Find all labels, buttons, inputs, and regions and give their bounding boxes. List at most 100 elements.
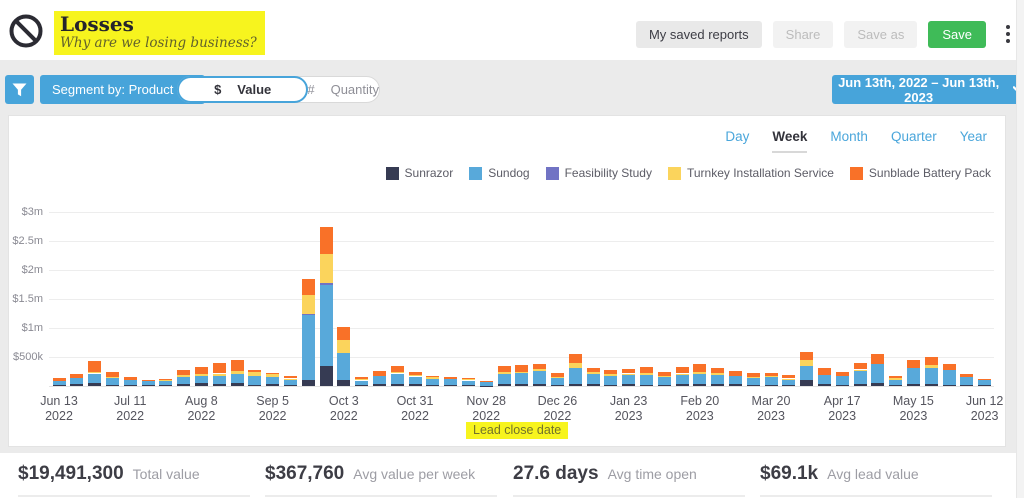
save-as-button[interactable]: Save as <box>844 20 918 48</box>
bar-segment <box>639 374 653 385</box>
bar-week-37[interactable] <box>711 368 725 386</box>
bar-segment <box>159 379 173 381</box>
bar-week-46[interactable] <box>871 354 885 386</box>
bar-segment <box>390 373 404 384</box>
bar-segment <box>746 377 760 379</box>
bar-week-17[interactable] <box>355 376 369 386</box>
bar-week-32[interactable] <box>622 368 636 386</box>
tab-day[interactable]: Day <box>725 129 750 144</box>
summary-stats: $19,491,300 Total value $367,760 Avg value … <box>0 453 1024 498</box>
bar-week-34[interactable] <box>657 371 671 386</box>
bar-week-29[interactable] <box>568 353 582 386</box>
bar-week-12[interactable] <box>266 372 280 386</box>
bar-week-6[interactable] <box>159 379 173 386</box>
bar-week-13[interactable] <box>283 375 297 386</box>
toggle-option-value[interactable]: $ Value <box>177 76 309 103</box>
share-button[interactable]: Share <box>772 20 834 48</box>
bar-segment <box>835 376 849 385</box>
bar-week-4[interactable] <box>123 377 137 386</box>
bar-week-42[interactable] <box>800 351 814 386</box>
bar-segment <box>960 377 974 385</box>
bar-week-23[interactable] <box>461 377 475 386</box>
bar-segment <box>835 384 849 386</box>
bar-segment <box>800 359 814 367</box>
bar-week-41[interactable] <box>782 375 796 386</box>
tab-month[interactable]: Month <box>830 129 868 144</box>
bar-week-19[interactable] <box>390 366 404 386</box>
bar-week-1[interactable] <box>70 374 84 386</box>
bar-segment <box>461 377 475 379</box>
bar-segment <box>657 375 671 377</box>
my-saved-reports-button[interactable]: My saved reports <box>635 20 762 48</box>
y-axis-tick-label: $500k <box>13 351 43 363</box>
stat-avg-value-per-week: $367,760 Avg value per week <box>265 453 497 497</box>
bar-week-39[interactable] <box>746 373 760 386</box>
bar-week-22[interactable] <box>444 376 458 386</box>
bar-week-10[interactable] <box>230 359 244 386</box>
save-button[interactable]: Save <box>928 20 986 48</box>
tab-quarter[interactable]: Quarter <box>890 129 937 144</box>
kebab-menu-icon[interactable] <box>1000 21 1016 47</box>
bar-segment <box>657 384 671 386</box>
bar-week-21[interactable] <box>426 375 440 386</box>
bar-week-33[interactable] <box>639 367 653 386</box>
bar-segment <box>461 380 475 386</box>
bar-week-40[interactable] <box>764 373 778 386</box>
bar-segment <box>550 385 564 386</box>
bar-week-18[interactable] <box>372 370 386 386</box>
bar-week-7[interactable] <box>177 369 191 386</box>
bar-week-25[interactable] <box>497 366 511 386</box>
hash-icon: # <box>307 82 315 97</box>
bar-week-50[interactable] <box>942 363 956 386</box>
bar-week-8[interactable] <box>194 367 208 387</box>
bar-week-11[interactable] <box>248 369 262 386</box>
tab-week[interactable]: Week <box>772 129 808 153</box>
bar-week-27[interactable] <box>533 364 547 386</box>
bar-week-38[interactable] <box>728 371 742 386</box>
bar-segment <box>230 383 244 386</box>
bar-week-24[interactable] <box>479 381 493 386</box>
toggle-option-quantity[interactable]: # Quantity <box>307 77 379 102</box>
bar-week-36[interactable] <box>693 364 707 387</box>
legend-label: Feasibility Study <box>564 166 652 180</box>
bar-week-14[interactable] <box>301 278 315 386</box>
bar-week-0[interactable] <box>52 378 66 386</box>
bar-week-43[interactable] <box>817 367 831 386</box>
bar-week-45[interactable] <box>853 362 867 386</box>
bar-week-3[interactable] <box>105 371 119 386</box>
bar-segment <box>622 373 636 375</box>
bar-week-48[interactable] <box>906 360 920 386</box>
bar-week-2[interactable] <box>88 361 102 386</box>
value-option-label: Value <box>237 82 272 97</box>
bar-segment <box>390 366 404 372</box>
bar-week-26[interactable] <box>515 365 529 386</box>
bar-segment <box>906 360 920 368</box>
legend-swatch <box>667 166 681 180</box>
filter-button[interactable] <box>5 75 34 104</box>
bar-week-20[interactable] <box>408 371 422 386</box>
tab-year[interactable]: Year <box>959 129 987 144</box>
bar-segment <box>568 367 582 384</box>
bar-week-5[interactable] <box>141 379 155 386</box>
bar-week-15[interactable] <box>319 227 333 386</box>
bar-week-51[interactable] <box>960 373 974 386</box>
bar-week-49[interactable] <box>924 357 938 386</box>
bar-week-16[interactable] <box>337 327 351 386</box>
bar-segment <box>355 384 369 386</box>
bar-segment <box>568 353 582 364</box>
bar-week-35[interactable] <box>675 367 689 386</box>
bar-segment <box>622 374 636 385</box>
bar-week-9[interactable] <box>212 363 226 386</box>
bar-week-44[interactable] <box>835 371 849 386</box>
bar-week-31[interactable] <box>604 369 618 386</box>
bar-segment <box>835 371 849 377</box>
page-scrollbar[interactable] <box>1016 0 1024 498</box>
bar-week-52[interactable] <box>978 378 992 386</box>
bar-segment <box>746 385 760 386</box>
bar-segment <box>479 381 493 382</box>
bar-week-30[interactable] <box>586 367 600 386</box>
date-range-dropdown[interactable]: Jun 13th, 2022 – Jun 13th, 2023 <box>832 75 1024 105</box>
stat-label: Avg time open <box>607 466 697 482</box>
bar-week-28[interactable] <box>550 372 564 386</box>
bar-week-47[interactable] <box>889 376 903 386</box>
